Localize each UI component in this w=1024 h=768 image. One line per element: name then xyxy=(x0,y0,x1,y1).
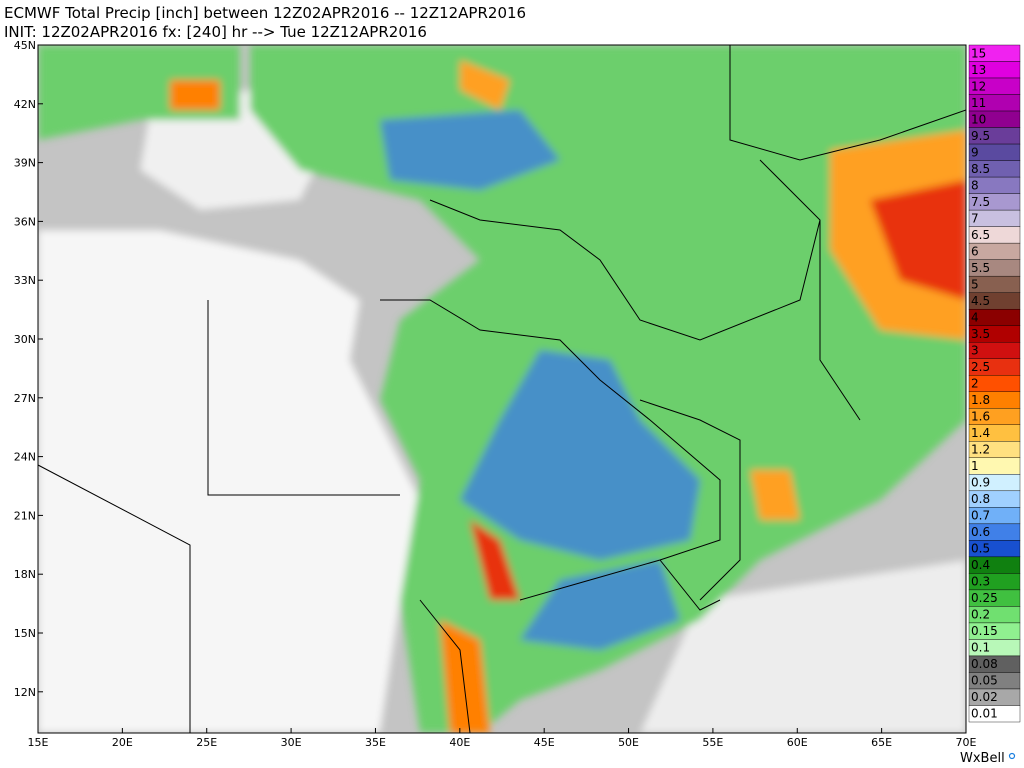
colorbar-label: 5.5 xyxy=(971,261,990,275)
lat-label: 36N xyxy=(14,215,36,228)
colorbar-label: 1 xyxy=(971,459,979,473)
colorbar-label: 0.08 xyxy=(971,657,998,671)
colorbar-label: 0.1 xyxy=(971,641,990,655)
colorbar-label: 8 xyxy=(971,178,979,192)
lon-label: 60E xyxy=(787,736,808,749)
subtitle: INIT: 12Z02APR2016 fx: [240] hr --> Tue … xyxy=(4,23,427,41)
colorbar-label: 9 xyxy=(971,145,979,159)
lat-label: 39N xyxy=(14,157,36,170)
colorbar: 15131211109.598.587.576.565.554.543.532.… xyxy=(968,44,1021,723)
lon-label: 30E xyxy=(281,736,302,749)
colorbar-label: 3 xyxy=(971,343,979,357)
colorbar-label: 13 xyxy=(971,63,986,77)
colorbar-label: 6.5 xyxy=(971,228,990,242)
colorbar-label: 15 xyxy=(971,46,986,60)
colorbar-label: 0.3 xyxy=(971,575,990,589)
lon-label: 50E xyxy=(618,736,639,749)
colorbar-swatch xyxy=(968,705,1021,723)
lat-label: 21N xyxy=(14,509,36,522)
colorbar-label: 1.8 xyxy=(971,393,990,407)
colorbar-label: 1.4 xyxy=(971,426,990,440)
lon-label: 55E xyxy=(702,736,723,749)
colorbar-label: 11 xyxy=(971,96,986,110)
lon-label: 35E xyxy=(365,736,386,749)
colorbar-label: 0.7 xyxy=(971,509,990,523)
colorbar-label: 1.2 xyxy=(971,443,990,457)
lon-label: 45E xyxy=(534,736,555,749)
lon-label: 70E xyxy=(956,736,977,749)
title: ECMWF Total Precip [inch] between 12Z02A… xyxy=(4,4,526,22)
colorbar-label: 0.01 xyxy=(971,707,998,721)
colorbar-label: 4.5 xyxy=(971,294,990,308)
lat-label: 12N xyxy=(14,686,36,699)
lat-label: 15N xyxy=(14,627,36,640)
lat-label: 30N xyxy=(14,333,36,346)
lat-label: 45N xyxy=(14,39,36,52)
colorbar-label: 0.15 xyxy=(971,624,998,638)
map-frame xyxy=(37,44,967,734)
lon-label: 15E xyxy=(28,736,49,749)
colorbar-label: 0.8 xyxy=(971,492,990,506)
colorbar-label: 1.6 xyxy=(971,410,990,424)
colorbar-label: 7.5 xyxy=(971,195,990,209)
lon-label: 25E xyxy=(196,736,217,749)
colorbar-label: 5 xyxy=(971,277,979,291)
colorbar-label: 12 xyxy=(971,79,986,93)
lat-label: 27N xyxy=(14,392,36,405)
colorbar-label: 0.2 xyxy=(971,608,990,622)
logo-dot xyxy=(1008,752,1016,760)
colorbar-label: 4 xyxy=(971,310,979,324)
lat-label: 18N xyxy=(14,568,36,581)
colorbar-label: 0.02 xyxy=(971,690,998,704)
colorbar-label: 0.6 xyxy=(971,525,990,539)
colorbar-label: 0.5 xyxy=(971,542,990,556)
lat-label: 33N xyxy=(14,274,36,287)
colorbar-label: 2.5 xyxy=(971,360,990,374)
colorbar-label: 8.5 xyxy=(971,162,990,176)
precip-field xyxy=(38,45,966,733)
lat-label: 42N xyxy=(14,98,36,111)
lon-label: 65E xyxy=(871,736,892,749)
colorbar-label: 7 xyxy=(971,211,979,225)
colorbar-label: 9.5 xyxy=(971,129,990,143)
precip-shading xyxy=(38,45,966,733)
colorbar-label: 0.25 xyxy=(971,591,998,605)
credit: WxBell xyxy=(960,751,1005,766)
colorbar-label: 6 xyxy=(971,244,979,258)
colorbar-label: 2 xyxy=(971,377,979,391)
lon-label: 20E xyxy=(112,736,133,749)
colorbar-label: 0.9 xyxy=(971,476,990,490)
country-borders xyxy=(38,45,966,733)
colorbar-label: 10 xyxy=(971,112,986,126)
colorbar-label: 0.4 xyxy=(971,558,990,572)
lon-label: 40E xyxy=(449,736,470,749)
lat-label: 24N xyxy=(14,451,36,464)
colorbar-label: 3.5 xyxy=(971,327,990,341)
colorbar-label: 0.05 xyxy=(971,674,998,688)
